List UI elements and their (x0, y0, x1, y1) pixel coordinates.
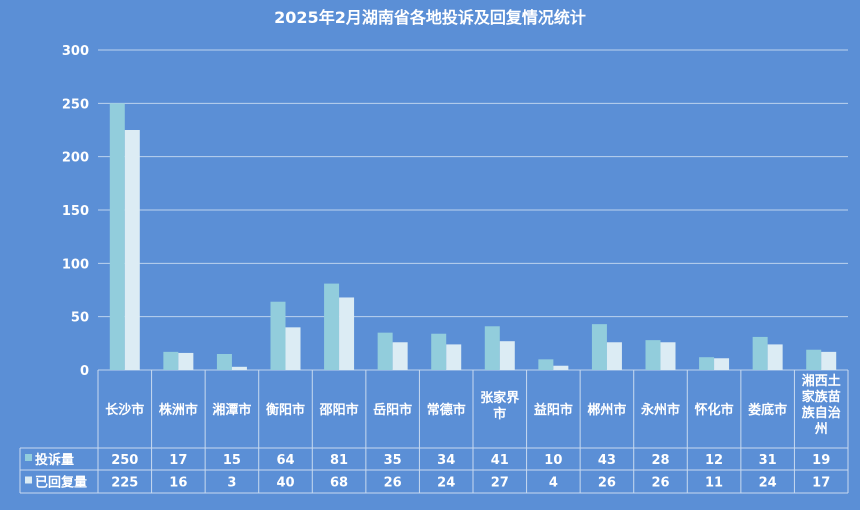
bar-complaints (109, 103, 125, 370)
table-value: 26 (384, 476, 402, 491)
bar-complaints (377, 332, 393, 370)
legend-swatch (25, 476, 32, 484)
y-axis: 0 50 100 150 200 250 300 (62, 44, 89, 379)
bar-complaints (163, 351, 179, 370)
bar-replied (499, 341, 515, 370)
table-value: 68 (330, 476, 348, 491)
bar-replied (339, 297, 355, 370)
table-value: 24 (759, 476, 777, 491)
bar-complaints (324, 283, 340, 370)
table-value: 10 (544, 453, 562, 468)
table-value: 26 (651, 476, 669, 491)
table-value: 31 (759, 453, 777, 468)
table-value: 40 (276, 476, 294, 491)
category-label: 湘西土家族苗族自治州 (802, 373, 841, 437)
bar-complaints (270, 301, 286, 370)
category-label: 永州市 (640, 402, 680, 418)
table-value: 41 (491, 453, 509, 468)
category-label: 常德市 (427, 402, 466, 418)
bar-replied (178, 352, 194, 370)
y-tick-label: 150 (62, 204, 89, 219)
bar-complaints (431, 333, 447, 370)
table-value: 43 (598, 453, 616, 468)
y-tick-label: 300 (62, 44, 89, 59)
bar-complaints (752, 336, 768, 370)
category-label: 娄底市 (748, 402, 787, 418)
table-value: 12 (705, 453, 723, 468)
bar-complaints (216, 354, 232, 370)
grid-lines (98, 49, 848, 371)
y-tick-label: 250 (62, 97, 89, 112)
bar-replied (821, 351, 837, 370)
legend-swatch (25, 454, 32, 461)
category-label: 郴州市 (587, 402, 626, 418)
y-tick-label: 50 (71, 311, 89, 326)
table-value: 11 (705, 476, 723, 491)
bar-complaints (806, 349, 822, 370)
table-value: 15 (223, 453, 241, 468)
bar-replied (553, 365, 569, 370)
bar-complaints (591, 324, 607, 370)
category-label: 张家界市 (480, 390, 519, 422)
table-value: 27 (491, 476, 509, 491)
bar-replied (606, 342, 622, 370)
bar-replied (714, 358, 730, 370)
category-label: 怀化市 (695, 402, 734, 418)
chart-title: 2025年2月湖南省各地投诉及回复情况统计 (274, 8, 586, 27)
table-value: 28 (651, 453, 669, 468)
category-label: 株洲市 (159, 402, 198, 418)
table-value: 250 (111, 453, 138, 468)
table-value: 26 (598, 476, 616, 491)
table-value: 24 (437, 476, 455, 491)
table-value: 225 (111, 476, 138, 491)
bar-replied (285, 327, 301, 370)
bar-replied (660, 342, 676, 370)
y-tick-label: 200 (62, 151, 89, 166)
table-value: 16 (169, 476, 187, 491)
table-value: 35 (384, 453, 402, 468)
bar-complaints (645, 340, 661, 370)
category-label: 岳阳市 (373, 402, 412, 418)
table-value: 3 (227, 476, 236, 491)
bar-complaints (484, 326, 500, 370)
bar-replied (446, 344, 462, 370)
category-label: 衡阳市 (266, 402, 305, 418)
y-tick-label: 100 (62, 257, 89, 272)
legend-label: 已回复量 (35, 475, 87, 491)
bar-complaints (699, 357, 715, 370)
table-value: 34 (437, 453, 455, 468)
table-value: 64 (276, 453, 294, 468)
y-tick-label: 0 (80, 364, 89, 379)
table-value: 17 (812, 476, 830, 491)
bar-replied (392, 342, 408, 370)
table-value: 4 (549, 476, 558, 491)
legend-label: 投诉量 (35, 452, 74, 468)
bar-replied (231, 366, 247, 370)
category-label: 邵阳市 (319, 402, 359, 418)
bars (109, 103, 837, 370)
table-value: 81 (330, 453, 348, 468)
table-value: 19 (812, 453, 830, 468)
bar-complaints (538, 359, 554, 370)
bar-replied (124, 130, 140, 370)
category-label: 益阳市 (534, 402, 573, 418)
bar-replied (767, 344, 783, 370)
table-value: 17 (169, 453, 187, 468)
category-label: 湘潭市 (212, 402, 251, 418)
category-label: 长沙市 (105, 402, 144, 418)
